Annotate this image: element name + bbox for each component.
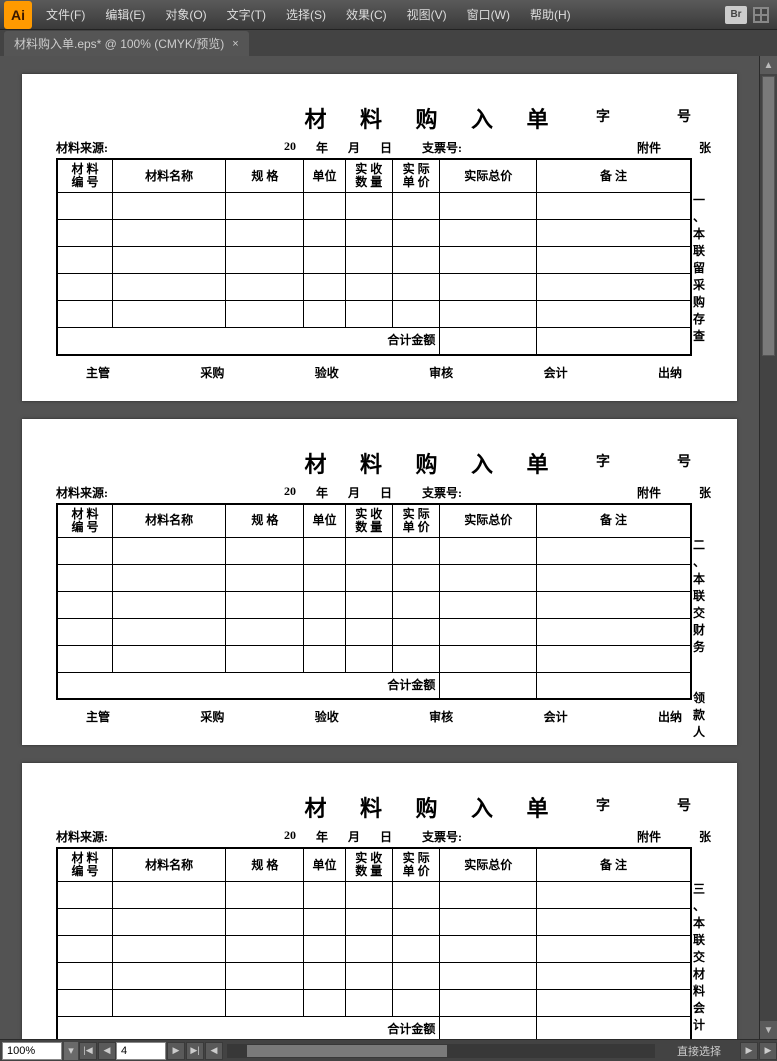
horizontal-scrollbar[interactable] — [227, 1044, 655, 1058]
sig-buy: 采购 — [200, 364, 224, 381]
sig-cash: 出纳 — [658, 364, 682, 381]
label-source: 材料来源: — [56, 484, 108, 501]
document-tab[interactable]: 材料购入单.eps* @ 100% (CMYK/预览) × — [4, 31, 249, 56]
label-hao: 号 — [677, 451, 691, 471]
menu-effect[interactable]: 效果(C) — [336, 0, 397, 30]
col-total: 实际总价 — [440, 159, 537, 193]
col-code: 材 料编 号 — [57, 159, 113, 193]
label-zi: 字 — [596, 106, 610, 126]
scroll-down-icon[interactable]: ▼ — [760, 1021, 777, 1039]
label-hao: 号 — [677, 106, 691, 126]
panel-grid-icon[interactable] — [753, 7, 769, 23]
col-spec: 规 格 — [226, 159, 304, 193]
form-title: 材 料 购 入 单 — [216, 102, 651, 134]
sig-chk: 验收 — [315, 364, 339, 381]
label-month: 月 — [348, 139, 360, 156]
artboard-last-button[interactable]: ▶| — [186, 1042, 204, 1060]
hscroll-right-icon[interactable]: ▶ — [740, 1042, 758, 1060]
status-dropdown-icon[interactable]: ▶ — [759, 1042, 777, 1060]
scroll-up-icon[interactable]: ▲ — [760, 56, 777, 74]
artboard-3: 字 号 材 料 购 入 单 材料来源: 20 年 月 日 支票号: 附件 张 — [22, 763, 737, 1039]
zoom-field[interactable]: 100% — [2, 1042, 62, 1060]
sig-mgr: 主管 — [86, 364, 110, 381]
form-title: 材 料 购 入 单 — [216, 447, 651, 479]
canvas[interactable]: 字 号 材 料 购 入 单 材料来源: 20 年 月 日 支票号: 附件 张 — [0, 56, 759, 1039]
label-zhang: 张 — [699, 139, 711, 156]
side-note-1: 一、本联留采购存查 — [691, 192, 707, 345]
side-note-3: 三、本联交材料会计 — [691, 881, 707, 1034]
artboard-2: 字 号 材 料 购 入 单 材料来源: 20 年 月 日 支票号: 附件 张 — [22, 419, 737, 746]
menu-help[interactable]: 帮助(H) — [520, 0, 581, 30]
col-remark: 备 注 — [537, 159, 691, 193]
menu-file[interactable]: 文件(F) — [36, 0, 95, 30]
hscroll-left-icon[interactable]: ◀ — [205, 1042, 223, 1060]
label-year-prefix: 20 — [284, 139, 296, 156]
col-price: 实 际单 价 — [392, 159, 439, 193]
document-tabbar: 材料购入单.eps* @ 100% (CMYK/预览) × — [0, 30, 777, 56]
menu-view[interactable]: 视图(V) — [397, 0, 457, 30]
form-table: 材 料编 号 材料名称 规 格 单位 实 收数 量 实 际单 价 实际总价 备 … — [56, 503, 692, 701]
menubar: Ai 文件(F) 编辑(E) 对象(O) 文字(T) 选择(S) 效果(C) 视… — [0, 0, 777, 30]
artboard-number-field[interactable]: 4 — [116, 1042, 166, 1060]
tab-close-icon[interactable]: × — [232, 38, 238, 50]
label-invoice: 支票号: — [422, 139, 462, 156]
label-attachment: 附件 — [637, 484, 661, 501]
zoom-dropdown-icon[interactable]: ▾ — [64, 1042, 78, 1060]
artboard-prev-button[interactable]: ◀ — [98, 1042, 116, 1060]
menu-edit[interactable]: 编辑(E) — [95, 0, 155, 30]
label-source: 材料来源: — [56, 139, 108, 156]
statusbar: 100% ▾ |◀ ◀ 4 ▶ ▶| ◀ 直接选择 ▶ ▶ — [0, 1039, 777, 1061]
meta-row: 材料来源: 20 年 月 日 支票号: 附件 张 — [56, 140, 711, 156]
col-name: 材料名称 — [113, 159, 226, 193]
app-icon: Ai — [4, 1, 32, 29]
vertical-scrollbar[interactable]: ▲ ▼ — [759, 56, 777, 1039]
signature-row: 主管 采购 验收 审核 会计 出纳 — [56, 356, 692, 381]
label-total: 合计金额 — [57, 328, 440, 355]
col-qty: 实 收数 量 — [345, 159, 392, 193]
artboard-next-button[interactable]: ▶ — [167, 1042, 185, 1060]
label-attachment: 附件 — [637, 139, 661, 156]
label-zi: 字 — [596, 451, 610, 471]
menu-window[interactable]: 窗口(W) — [457, 0, 520, 30]
sig-acc: 会计 — [544, 364, 568, 381]
menu-select[interactable]: 选择(S) — [276, 0, 336, 30]
label-day: 日 — [380, 139, 392, 156]
sig-aud: 审核 — [429, 364, 453, 381]
menu-object[interactable]: 对象(O) — [155, 0, 216, 30]
menu-type[interactable]: 文字(T) — [217, 0, 276, 30]
artboard-first-button[interactable]: |◀ — [79, 1042, 97, 1060]
bridge-icon[interactable]: Br — [725, 6, 747, 24]
hscrollbar-thumb[interactable] — [247, 1045, 447, 1057]
tab-title: 材料购入单.eps* @ 100% (CMYK/预览) — [14, 35, 224, 52]
scrollbar-thumb[interactable] — [762, 76, 775, 356]
side-note-2: 二、本联交财务 领款人 — [691, 537, 707, 741]
meta-row: 材料来源: 20 年 月 日 支票号: 附件 张 — [56, 485, 711, 501]
artboard-1: 字 号 材 料 购 入 单 材料来源: 20 年 月 日 支票号: 附件 张 — [22, 74, 737, 401]
label-zhang: 张 — [699, 484, 711, 501]
form-table: 材 料编 号 材料名称 规 格 单位 实 收数 量 实 际单 价 实际总价 备 … — [56, 158, 692, 356]
status-tool-label: 直接选择 — [665, 1043, 733, 1059]
col-unit: 单位 — [304, 159, 345, 193]
label-year: 年 — [316, 139, 328, 156]
label-invoice: 支票号: — [422, 484, 462, 501]
